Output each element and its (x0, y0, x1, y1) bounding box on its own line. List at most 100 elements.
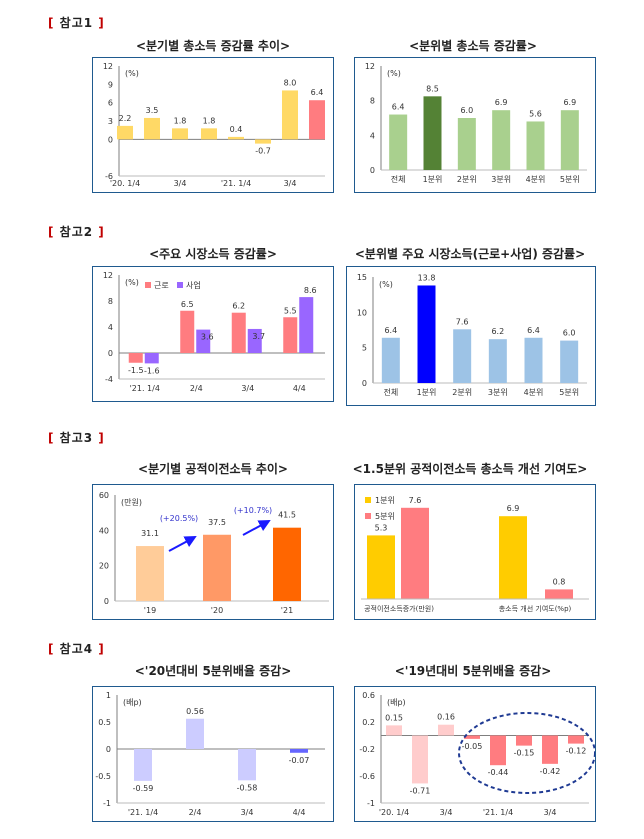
x-tick-label: 3/4 (440, 808, 453, 817)
data-label: 31.1 (141, 529, 159, 538)
bar (180, 310, 195, 353)
bar (228, 136, 244, 140)
unit-label: (%) (387, 69, 401, 78)
bar (172, 128, 188, 140)
data-label: 3.6 (201, 333, 214, 342)
x-tick-label: 4/4 (293, 808, 306, 817)
chart-title-c4: <분위별 주요 시장소득(근로+사업) 증감률> (354, 247, 586, 261)
data-label: 6.0 (460, 106, 473, 115)
growth-annotation: (+10.7%) (234, 506, 272, 515)
data-label: 6.4 (384, 326, 397, 335)
data-label: 0.15 (385, 713, 403, 722)
x-tick-label: '21 (281, 606, 293, 615)
y-tick-label: 15 (357, 273, 367, 282)
x-tick-label: 3/4 (241, 384, 254, 393)
bar (136, 546, 164, 601)
chart-title-c6: <1.5분위 공적이전소득 총소득 개선 기여도> (352, 462, 588, 476)
x-tick-label: 총소득 개선 기여도(%p) (499, 604, 572, 613)
chart-c1: -6 0 3 6 9 12 (%) 2.2 3.5 1.8 1.8 0.4 -0.7 8.0 6.4 '20.… (92, 57, 334, 193)
x-tick-label: 2/4 (190, 384, 203, 393)
data-label: -0.15 (514, 749, 535, 758)
data-label: 8.5 (426, 84, 439, 93)
legend-label: 사업 (186, 281, 201, 290)
x-tick-label: '21. 1/4 (483, 808, 513, 817)
chart-c6: 5.3 6.9 1분위 7.6 0.8 5분위 공적이전소득증가(만원) 총소득 개선 기여도… (354, 484, 596, 620)
data-label: -1.5 (128, 366, 144, 375)
bar (526, 121, 545, 170)
bar (255, 139, 271, 144)
x-tick-label: 5분위 (559, 388, 579, 397)
data-label: 0.8 (553, 577, 566, 586)
legend-swatch (177, 282, 183, 288)
data-label: 5.6 (529, 109, 542, 118)
data-label: 0.4 (230, 125, 243, 134)
bar (492, 110, 511, 170)
bar (488, 339, 507, 383)
bar (144, 353, 159, 364)
bar (309, 100, 325, 140)
unit-label: (만원) (121, 498, 142, 507)
chart-c4-svg: 0 5 10 15 (%) 6.4 13.8 7.6 6.2 6.4 6.0 전체 1분위 2분위 3분위 4… (357, 273, 587, 397)
chart-c7-svg: -1 -0.5 0 0.5 1 (배p) -0.59 0.56 -0.58 -0.07 '21. 1… (95, 691, 325, 817)
bar (524, 337, 543, 383)
unit-label: (%) (125, 278, 139, 287)
bar (247, 328, 262, 353)
bar (128, 353, 143, 363)
chart-c4: 0 5 10 15 (%) 6.4 13.8 7.6 6.2 6.4 6.0 전체 1분위 2분위 3분위 4… (346, 266, 596, 406)
y-tick-label: 10 (357, 308, 367, 317)
bar (438, 724, 454, 736)
data-label: 6.5 (181, 300, 194, 309)
data-label: 41.5 (278, 511, 296, 520)
x-tick-label: '21. 1/4 (130, 384, 160, 393)
y-tick-label: 12 (103, 271, 113, 280)
data-label: 6.4 (392, 103, 405, 112)
x-tick-label: 5분위 (560, 175, 580, 184)
data-label: 5.3 (375, 523, 388, 532)
x-tick-label: 1분위 (423, 175, 443, 184)
data-label: -1.6 (144, 366, 160, 375)
section-label-4: [ 참고4 ] (48, 642, 105, 656)
y-tick-label: -0.5 (95, 772, 111, 781)
y-tick-label: -0.6 (359, 772, 375, 781)
x-tick-label: 3/4 (544, 808, 557, 817)
bar (386, 725, 402, 736)
x-tick-label: '21. 1/4 (221, 179, 251, 188)
data-label: 6.4 (311, 88, 324, 97)
data-label: -0.71 (410, 786, 431, 795)
y-tick-label: 0.6 (362, 691, 375, 700)
y-tick-label: 5 (362, 344, 367, 353)
x-tick-label: 4분위 (526, 175, 546, 184)
chart-c2-svg: 0 4 8 12 (%) 6.4 8.5 6.0 6.9 5.6 6.9 전체 1분위 2분위 3분위 4분위… (365, 62, 587, 184)
bar (201, 128, 217, 140)
bar (381, 337, 400, 383)
data-label: -0.59 (133, 784, 154, 793)
bar (290, 749, 308, 753)
x-tick-label: 3/4 (241, 808, 254, 817)
bar (203, 534, 231, 601)
x-tick-label: 1분위 (417, 388, 437, 397)
data-label: 6.9 (507, 504, 520, 513)
bar (423, 96, 442, 170)
chart-c5-svg: 0 20 40 60 (만원) 31.1 '19 37.5 '20 41.5 '21 (+20.5%)… (99, 491, 329, 615)
chart-title-c8: <'19년대비 5분위배율 증감> (394, 664, 552, 678)
data-label: 7.6 (456, 317, 469, 326)
unit-label: (배p) (387, 698, 406, 707)
y-tick-label: -0.2 (359, 745, 375, 754)
bar (283, 317, 298, 353)
bar (545, 589, 573, 599)
bar (134, 749, 152, 781)
data-label: -0.05 (462, 742, 483, 751)
bar (282, 90, 298, 140)
data-label: -0.58 (237, 783, 258, 792)
data-label: 2.2 (119, 114, 132, 123)
data-label: -0.44 (488, 768, 509, 777)
data-label: 8.0 (284, 78, 297, 87)
bar (568, 735, 584, 744)
x-tick-label: 전체 (391, 174, 406, 184)
y-tick-label: 8 (370, 97, 375, 106)
y-tick-label: -6 (105, 172, 113, 181)
data-label: -0.12 (566, 747, 587, 756)
legend-label: 1분위 (375, 496, 395, 505)
unit-label: (%) (379, 280, 393, 289)
